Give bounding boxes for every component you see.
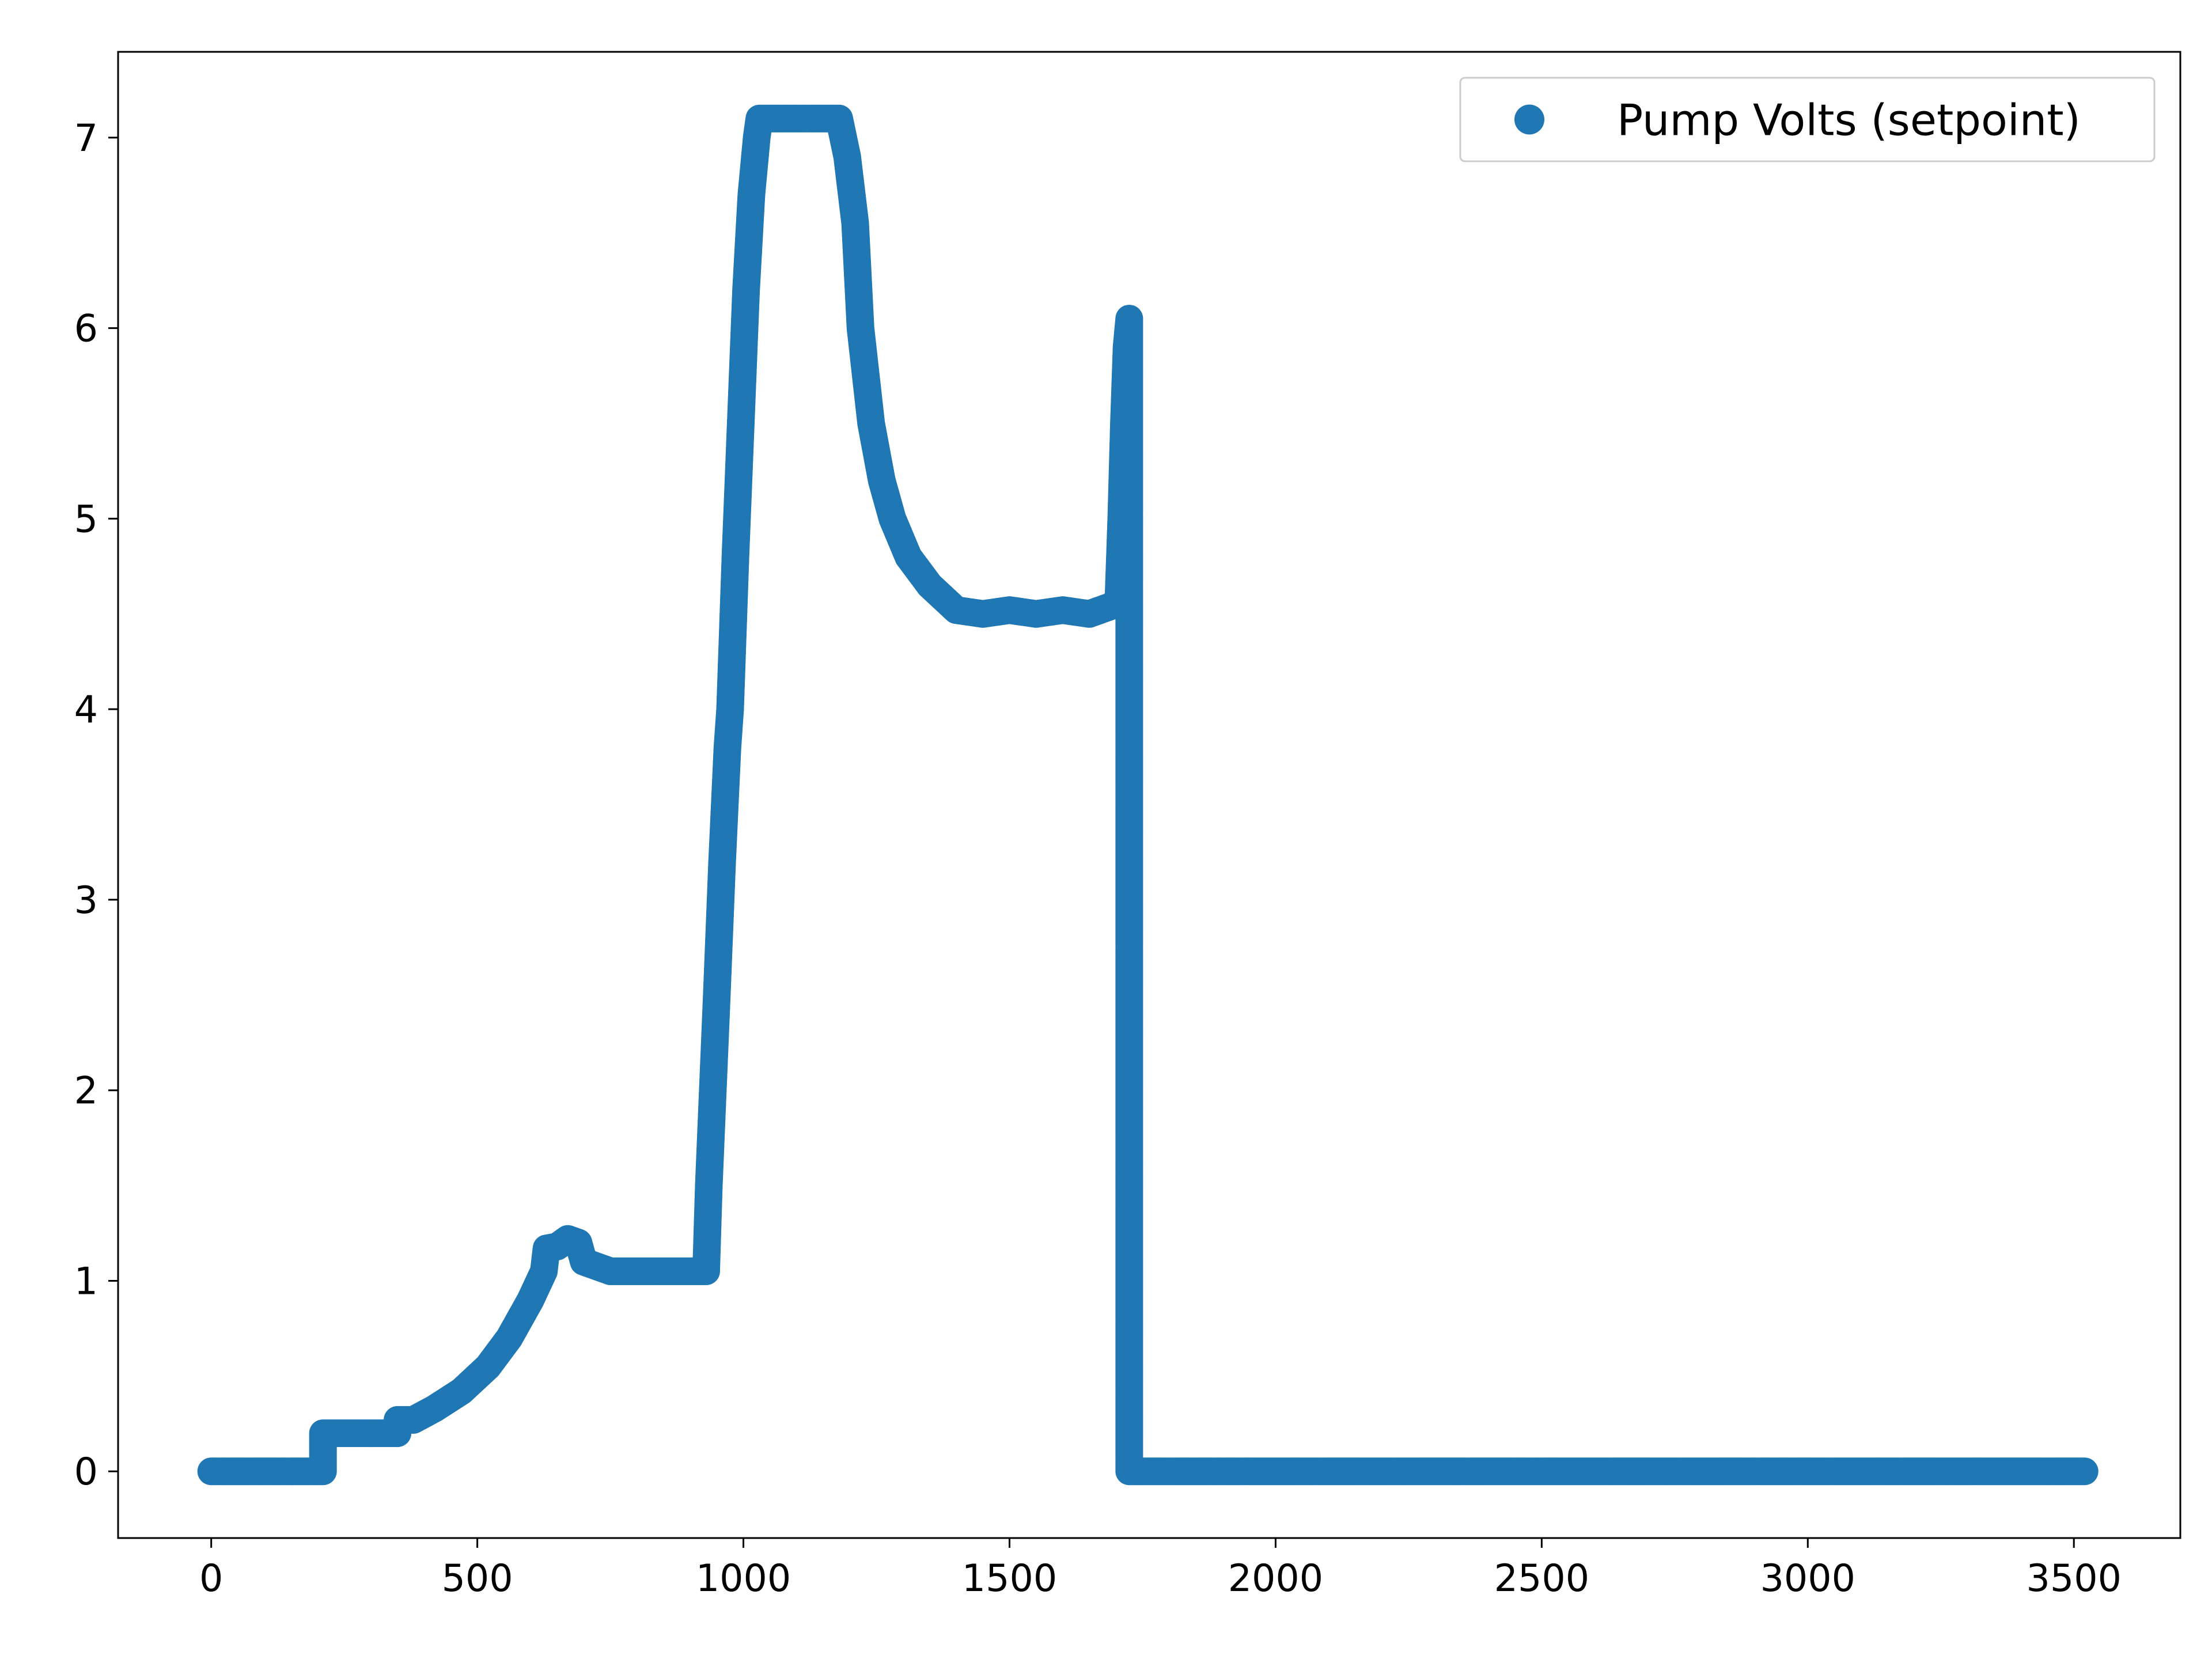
- y-tick-label: 0: [74, 1450, 98, 1494]
- legend-box: [1459, 77, 2156, 162]
- y-tick-label: 4: [74, 688, 98, 732]
- x-axis: 0 500 1000 1500 2000 2500 3000 3500: [199, 1538, 2122, 1600]
- data-point: [2070, 1457, 2099, 1486]
- x-tick-label: 1000: [696, 1557, 791, 1600]
- x-tick-label: 0: [199, 1557, 223, 1600]
- y-axis: 0 1 2 3 4 5 6 7: [74, 117, 118, 1494]
- x-tick-label: 3000: [1760, 1557, 1855, 1600]
- x-tick-label: 2500: [1494, 1557, 1589, 1600]
- x-tick-label: 2000: [1228, 1557, 1323, 1600]
- y-tick-label: 5: [74, 498, 98, 541]
- axes-frame: [117, 51, 2181, 1539]
- y-tick-label: 7: [74, 117, 98, 160]
- y-tick-label: 1: [74, 1260, 98, 1303]
- x-tick-label: 1500: [962, 1557, 1057, 1600]
- legend-marker: [1514, 104, 1544, 135]
- plot-area: [197, 104, 2099, 1486]
- y-tick-label: 3: [74, 879, 98, 922]
- x-tick-label: 500: [442, 1557, 513, 1600]
- x-tick-label: 3500: [2027, 1557, 2122, 1600]
- legend-label: Pump Volts (setpoint): [1617, 95, 2081, 146]
- legend: Pump Volts (setpoint): [1459, 77, 2156, 162]
- y-tick-label: 2: [74, 1070, 98, 1113]
- y-tick-label: 6: [74, 308, 98, 351]
